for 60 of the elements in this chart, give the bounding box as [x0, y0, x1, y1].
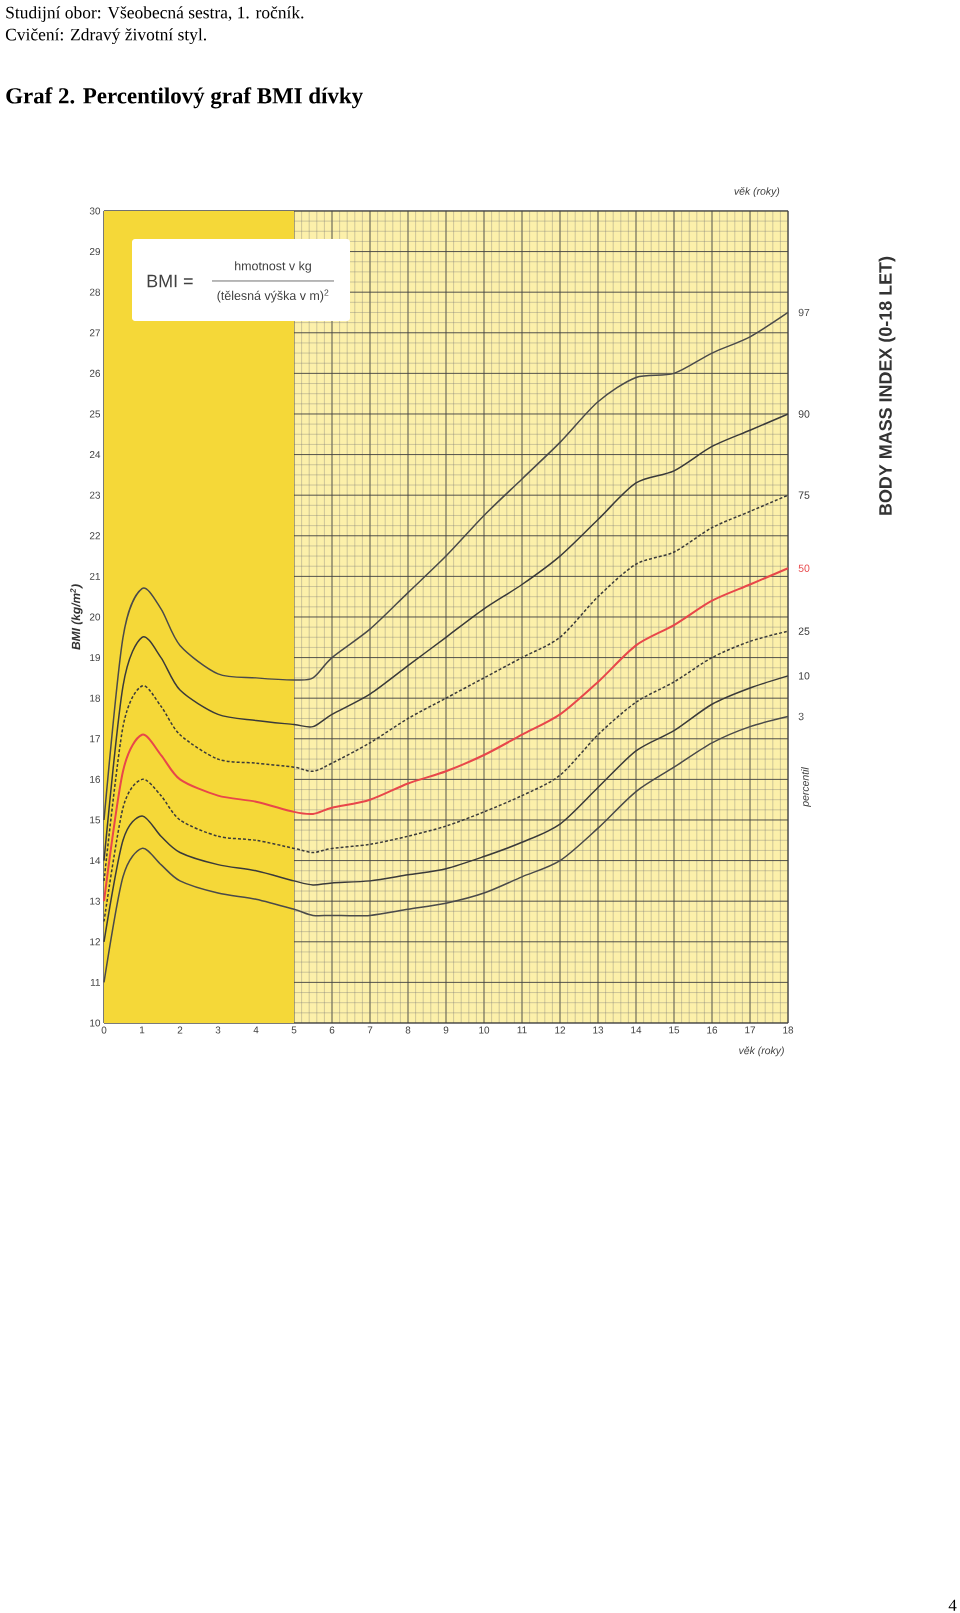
- y-tick-label: 24: [89, 451, 101, 459]
- y-tick-label: 10: [90, 1019, 101, 1027]
- x-tick-label: 16: [707, 1026, 718, 1034]
- text: Cvičení: Zdravý životní styl.: [5, 28, 206, 45]
- y-tick-label: 16: [90, 775, 101, 783]
- text: Studijní obor: Všeobecná sestra, 1. ročník.: [6, 6, 304, 23]
- series-label: 75: [798, 491, 810, 499]
- y-tick-label: 11: [90, 978, 100, 986]
- series-label: 50: [798, 564, 810, 572]
- x-tick-label: 7: [367, 1026, 373, 1034]
- line-series: [103, 567, 790, 903]
- annotation: (tělesná výška v m)$^{2}$: [217, 289, 329, 303]
- y-tick-label: 19: [90, 654, 101, 662]
- series-label: 90: [798, 410, 810, 418]
- x-tick-label: 11: [517, 1026, 527, 1034]
- y-tick-label: 12: [90, 938, 100, 946]
- text: věk (roky): [734, 187, 780, 197]
- x-tick-label: 13: [593, 1026, 604, 1034]
- x-tick-label: 5: [291, 1026, 297, 1034]
- x-tick-label: 8: [405, 1026, 411, 1034]
- y-tick-label: 27: [89, 329, 100, 337]
- y-tick-label: 20: [89, 613, 101, 621]
- y-tick-label: 28: [89, 288, 101, 296]
- y-tick-label: 13: [90, 897, 101, 905]
- x-tick-label: 15: [669, 1026, 680, 1034]
- y-tick-label: 29: [89, 248, 101, 256]
- y-tick-label: 22: [89, 532, 100, 540]
- y-axis-title: BMI (kg/m$^{2}$): [70, 584, 83, 650]
- x-tick-label: 0: [101, 1026, 107, 1034]
- x-tick-label: 17: [745, 1026, 756, 1034]
- x-tick-label: 1: [140, 1026, 145, 1034]
- y-tick-label: 21: [89, 572, 100, 580]
- annotation: hmotnost v kg: [235, 261, 311, 273]
- x-axis-title: věk (roky): [739, 1046, 784, 1057]
- y-tick-label: 15: [90, 816, 101, 824]
- text: BODY MASS INDEX (0-18 LET): [878, 256, 896, 515]
- y-tick-label: 25: [89, 410, 101, 418]
- legend-title: percentil: [801, 766, 811, 808]
- y-tick-label: 18: [90, 694, 101, 702]
- x-tick-label: 2: [177, 1026, 183, 1034]
- y-tick-label: 30: [89, 207, 101, 215]
- x-tick-label: 6: [329, 1026, 335, 1034]
- y-tick-label: 17: [90, 735, 100, 743]
- x-tick-label: 18: [783, 1026, 794, 1034]
- series-label: 10: [799, 672, 810, 680]
- annotation: BMI =: [147, 274, 193, 288]
- x-tick-label: 14: [631, 1026, 642, 1034]
- y-tick-label: 26: [89, 369, 101, 377]
- x-tick-label: 10: [479, 1026, 490, 1034]
- y-tick-label: 23: [89, 491, 101, 499]
- y-tick-label: 14: [90, 857, 101, 865]
- x-tick-label: 12: [555, 1026, 566, 1034]
- x-tick-label: 4: [253, 1026, 259, 1034]
- x-tick-label: 3: [215, 1026, 221, 1034]
- chart-title: Graf 2. Percentilový graf BMI dívky: [6, 87, 363, 109]
- x-tick-label: 9: [443, 1026, 449, 1034]
- series-label: 3: [798, 712, 804, 721]
- series-label: 25: [798, 627, 810, 635]
- series-label: 97: [798, 308, 810, 317]
- text: 4: [948, 1599, 957, 1611]
